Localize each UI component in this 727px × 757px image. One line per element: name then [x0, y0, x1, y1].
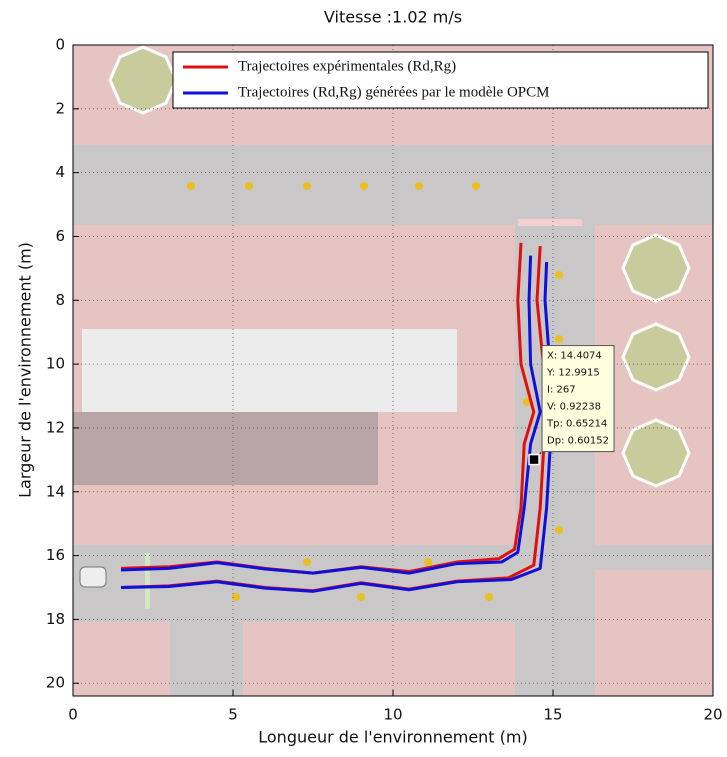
y-tick-label: 2 — [55, 99, 65, 117]
y-tick-label: 12 — [46, 418, 65, 436]
datatip-text: Y: 12.9915 — [546, 368, 600, 379]
datatip-text: I: 267 — [547, 385, 576, 396]
datatip-text: Dp: 0.60152 — [547, 436, 609, 447]
y-tick-label: 4 — [55, 163, 65, 181]
plot-frame — [72, 44, 714, 697]
datatip: X: 14.4074 Y: 12.9915 I: 267 V: 0.92238 Tp: … — [528, 345, 615, 466]
x-tick-label: 0 — [68, 706, 78, 724]
datatip-text: V: 0.92238 — [547, 402, 601, 413]
legend-label: Trajectoires (Rd,Rg) générées par le mod… — [238, 84, 549, 100]
y-tick-label: 8 — [55, 291, 65, 309]
y-tick-label: 6 — [55, 227, 65, 245]
y-tick-label: 0 — [55, 36, 65, 54]
legend: Trajectoires expérimentales (Rd,Rg) Traje… — [172, 51, 709, 109]
y-tick-label: 18 — [46, 610, 65, 628]
y-tick-label: 20 — [46, 674, 65, 692]
datatip-text: X: 14.4074 — [547, 351, 602, 362]
environment-map — [73, 45, 713, 696]
datatip-text: Tp: 0.65214 — [546, 419, 607, 430]
x-tick-label: 15 — [543, 706, 562, 724]
trajectory-line — [120, 255, 542, 575]
y-tick-label: 16 — [46, 546, 65, 564]
x-axis-label: Longueur de l'environnement (m) — [258, 728, 527, 747]
y-tick-label: 14 — [46, 482, 65, 500]
datatip-marker — [528, 453, 540, 466]
x-tick-label: 10 — [383, 706, 402, 724]
legend-label: Trajectoires expérimentales (Rd,Rg) — [238, 58, 456, 74]
legend-box — [172, 51, 709, 109]
y-tick-label: 10 — [46, 355, 65, 373]
y-axis-label: Largeur de l'environnement (m) — [16, 242, 35, 498]
chart-title: Vitesse :1.02 m/s — [324, 8, 462, 27]
x-tick-label: 5 — [228, 706, 238, 724]
datatip-box — [541, 345, 615, 453]
x-tick-label: 20 — [703, 706, 722, 724]
